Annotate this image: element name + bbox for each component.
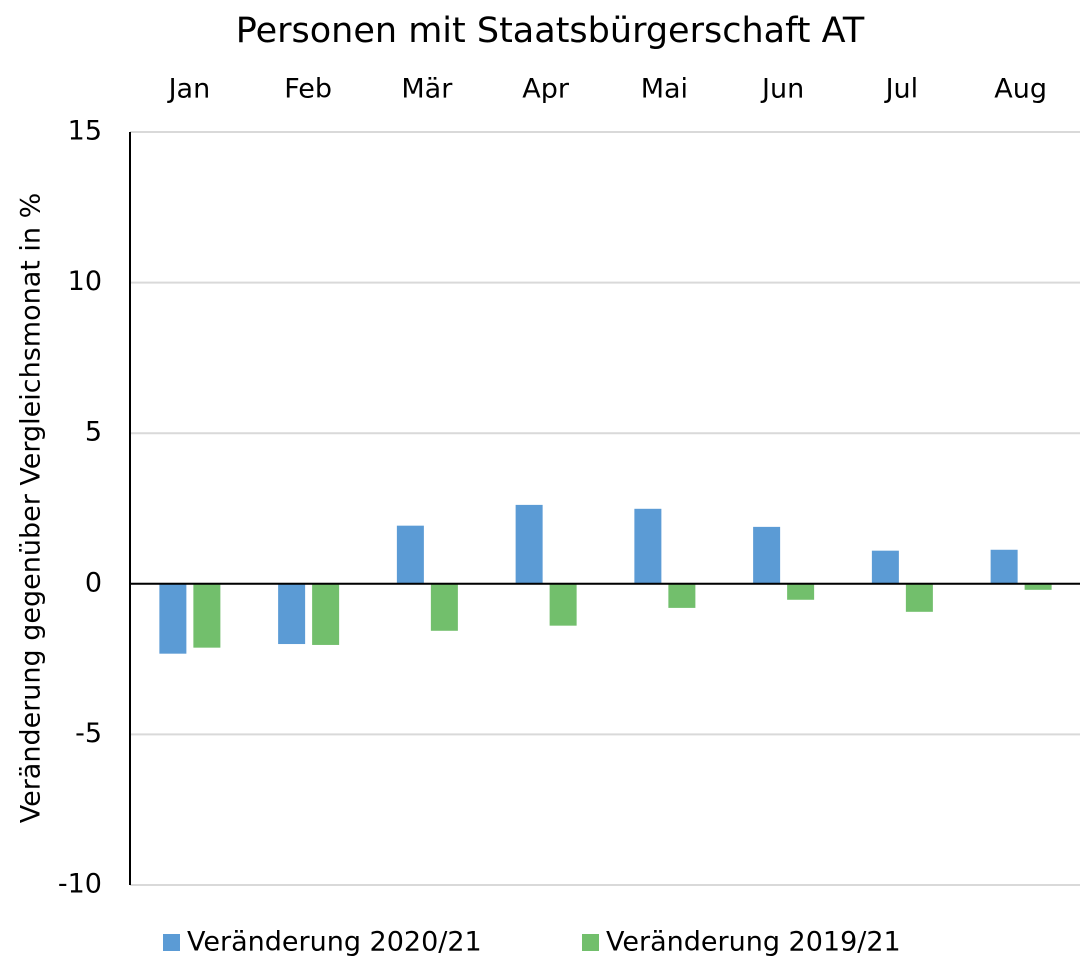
bar — [430, 583, 458, 631]
bar — [159, 583, 187, 654]
y-tick-label: 5 — [85, 417, 102, 448]
x-tick-label: Jun — [760, 74, 804, 105]
bar — [871, 550, 899, 584]
x-tick-label: Aug — [994, 74, 1047, 105]
bar — [396, 525, 424, 584]
bar — [753, 526, 781, 584]
bar — [905, 583, 933, 612]
legend-swatch — [163, 934, 180, 951]
x-tick-label: Mär — [401, 74, 453, 105]
y-tick-label: 10 — [68, 266, 102, 297]
bar — [515, 504, 543, 584]
bar — [634, 508, 662, 584]
x-tick-label: Jan — [167, 74, 211, 105]
y-tick-label: 0 — [85, 567, 102, 598]
x-tick-label: Mai — [641, 74, 688, 105]
y-tick-label: -10 — [58, 869, 102, 900]
bar — [312, 583, 340, 645]
x-tick-label: Jul — [884, 74, 919, 105]
bar — [787, 583, 815, 600]
y-tick-label: -5 — [75, 718, 102, 749]
bar — [990, 549, 1018, 584]
y-axis-label: Veränderung gegenüber Vergleichsmonat in… — [16, 193, 47, 824]
bar — [549, 583, 577, 626]
chart-title: Personen mit Staatsbürgerschaft AT — [236, 11, 865, 51]
bar — [193, 583, 221, 648]
bar — [668, 583, 696, 608]
bar — [1024, 583, 1052, 590]
y-tick-label: 15 — [68, 116, 102, 147]
x-tick-label: Apr — [522, 74, 570, 105]
legend-swatch — [582, 934, 599, 951]
bar — [278, 583, 306, 645]
legend-label: Veränderung 2020/21 — [187, 927, 482, 958]
x-tick-label: Feb — [284, 74, 332, 105]
legend-label: Veränderung 2019/21 — [606, 927, 901, 958]
